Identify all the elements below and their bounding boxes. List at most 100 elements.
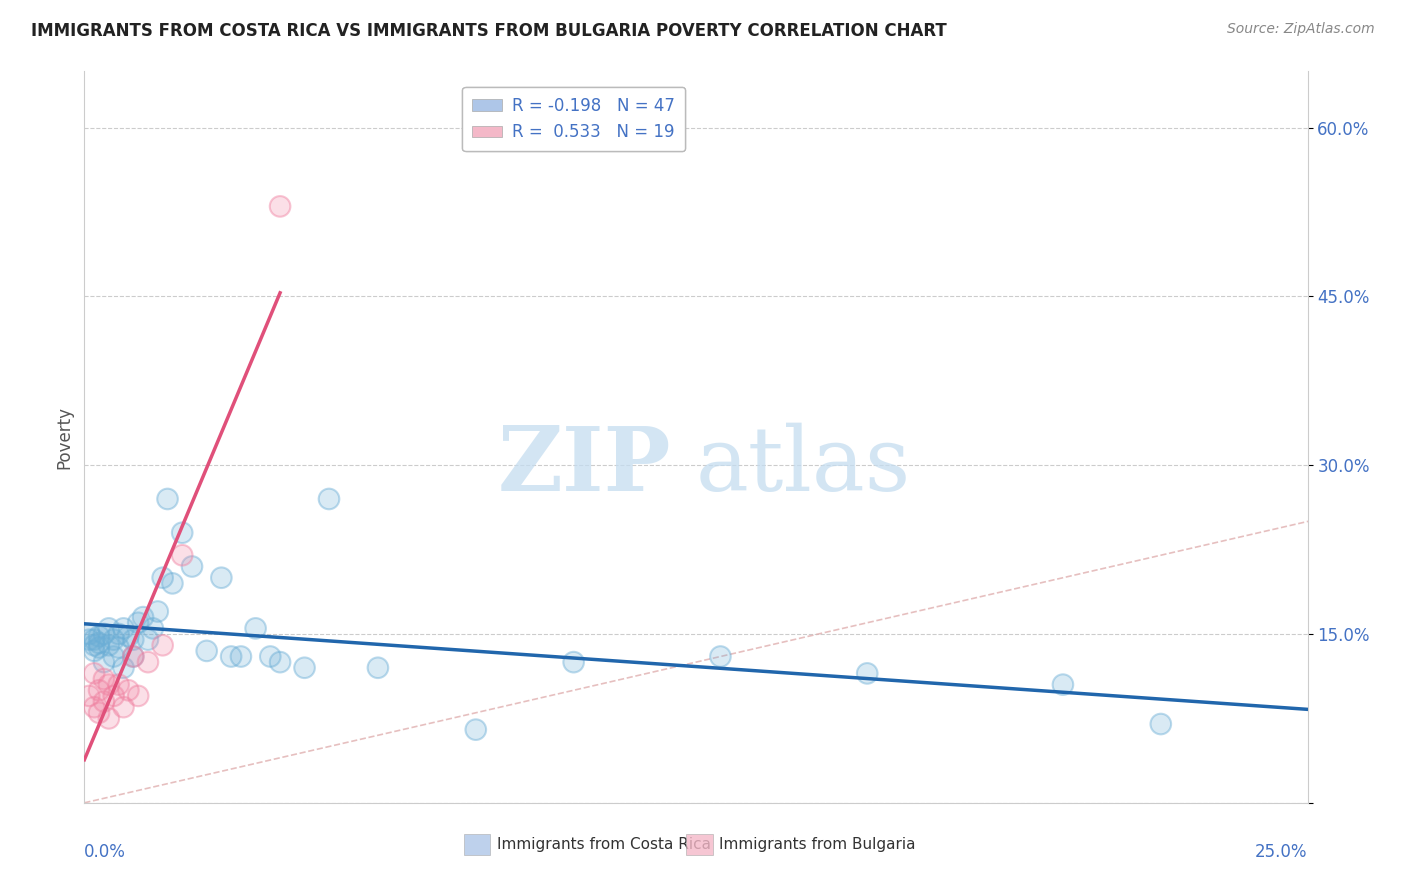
Point [112,661,135,675]
Point [219,649,242,664]
Point [245,621,267,635]
Point [97,638,120,652]
Point [103,649,125,664]
Point [318,491,340,506]
Point [77,627,100,641]
Text: ZIP: ZIP [498,423,672,510]
Point [127,689,149,703]
Point [112,621,135,635]
Y-axis label: Poverty: Poverty [55,406,73,468]
Point [93,694,115,708]
Point [77,627,100,641]
Point [112,621,135,635]
Point [97,678,120,692]
Point [112,700,135,714]
Point [87,629,110,643]
Point [112,661,135,675]
Point [107,640,129,655]
Point [269,199,291,213]
Point [107,678,129,692]
Point [83,666,105,681]
Point [107,627,129,641]
Point [562,655,585,669]
Point [709,649,731,664]
Point [132,610,155,624]
Point [259,649,281,664]
Point [172,525,194,540]
Point [318,491,340,506]
Point [87,636,110,650]
Point [83,644,105,658]
Text: IMMIGRANTS FROM COSTA RICA VS IMMIGRANTS FROM BULGARIA POVERTY CORRELATION CHART: IMMIGRANTS FROM COSTA RICA VS IMMIGRANTS… [31,22,946,40]
Point [136,655,159,669]
Point [142,621,165,635]
Point [93,655,115,669]
Point [83,700,105,714]
Point [172,548,194,562]
FancyBboxPatch shape [686,833,713,855]
Point [93,672,115,686]
Point [83,644,105,658]
Legend: R = -0.198   N = 47, R =  0.533   N = 19: R = -0.198 N = 47, R = 0.533 N = 19 [463,87,685,152]
Point [87,683,110,698]
Point [97,711,120,725]
Point [181,559,204,574]
Text: Immigrants from Bulgaria: Immigrants from Bulgaria [720,837,915,852]
Point [132,610,155,624]
Point [83,632,105,647]
Point [93,627,115,641]
Point [83,638,105,652]
Point [117,629,139,643]
Point [562,655,585,669]
Point [97,621,120,635]
Point [77,632,100,647]
Point [209,571,232,585]
Point [294,661,316,675]
Point [294,661,316,675]
Point [87,640,110,655]
Point [107,640,129,655]
Point [367,661,389,675]
Point [87,706,110,720]
Text: atlas: atlas [696,423,911,510]
Point [152,638,174,652]
Point [136,632,159,647]
Point [77,632,100,647]
Point [172,525,194,540]
Point [122,649,145,664]
Point [87,636,110,650]
Point [152,571,174,585]
Point [259,649,281,664]
Point [245,621,267,635]
Point [93,694,115,708]
Point [195,644,218,658]
Point [83,638,105,652]
Point [269,655,291,669]
Point [103,632,125,647]
Point [709,649,731,664]
Point [83,666,105,681]
Point [107,627,129,641]
Point [367,661,389,675]
Point [856,666,879,681]
Text: Immigrants from Costa Rica: Immigrants from Costa Rica [496,837,710,852]
Point [107,678,129,692]
Point [87,683,110,698]
Point [122,649,145,664]
Point [77,689,100,703]
Point [219,649,242,664]
Text: 25.0%: 25.0% [1256,843,1308,861]
Point [464,723,486,737]
Point [87,706,110,720]
Point [136,632,159,647]
Point [152,571,174,585]
Point [87,640,110,655]
Point [142,621,165,635]
Point [97,638,120,652]
Point [122,649,145,664]
Point [162,576,184,591]
Point [127,615,149,630]
Point [172,548,194,562]
Point [117,683,139,698]
Point [136,655,159,669]
